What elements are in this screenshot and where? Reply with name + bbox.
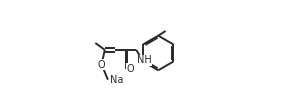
Text: O: O xyxy=(98,59,105,70)
Text: NH: NH xyxy=(137,55,151,65)
Text: Na: Na xyxy=(110,75,123,85)
Text: O: O xyxy=(126,64,134,74)
